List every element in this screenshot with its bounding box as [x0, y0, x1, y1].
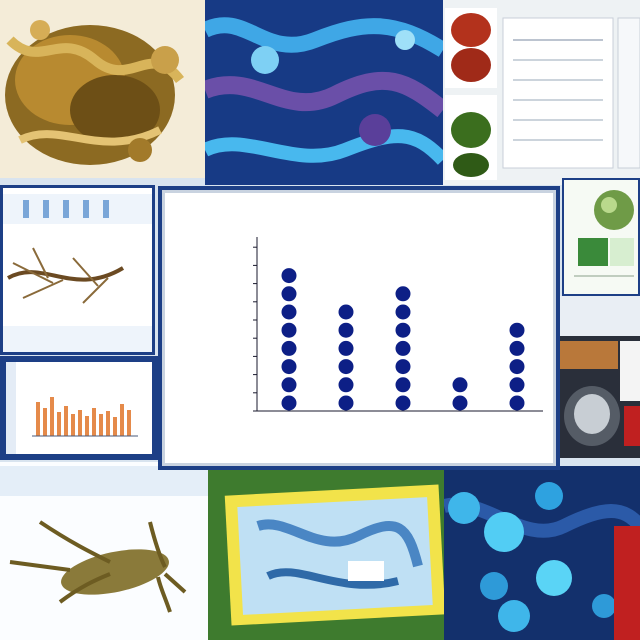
plant-drawing-image — [0, 185, 155, 355]
data-dot — [509, 322, 525, 338]
data-dot — [509, 395, 525, 411]
blue-coral-image — [205, 0, 443, 185]
data-dot — [395, 377, 411, 393]
orange-bar-chart-image — [0, 356, 158, 460]
data-dot — [281, 286, 297, 302]
data-dot — [395, 395, 411, 411]
data-dot — [281, 395, 297, 411]
data-dot — [281, 268, 297, 284]
dot-plot-chart — [162, 190, 556, 466]
blue-bubbles-image — [444, 466, 640, 640]
data-dot — [395, 340, 411, 356]
data-dot — [509, 340, 525, 356]
data-dot — [281, 340, 297, 356]
green-sphere-document-image — [562, 178, 640, 296]
tools-photo-image — [558, 296, 640, 458]
data-dot — [338, 377, 354, 393]
data-dot — [509, 377, 525, 393]
data-dot — [338, 359, 354, 375]
data-dot — [395, 359, 411, 375]
data-dot — [452, 395, 468, 411]
data-dot — [281, 377, 297, 393]
creature-drawing-image — [0, 462, 208, 640]
data-dot — [281, 304, 297, 320]
data-dot — [395, 286, 411, 302]
data-dot — [509, 359, 525, 375]
data-dot — [452, 377, 468, 393]
blue-map-image — [208, 466, 444, 640]
data-dot — [338, 322, 354, 338]
specimen-document-image — [443, 0, 640, 185]
data-dot — [338, 395, 354, 411]
chart-plot-area — [253, 237, 543, 412]
data-dot — [281, 322, 297, 338]
data-dot — [395, 304, 411, 320]
data-dot — [338, 340, 354, 356]
data-dot — [281, 359, 297, 375]
golden-organism-image — [0, 0, 205, 178]
data-dot — [338, 304, 354, 320]
data-dot — [395, 322, 411, 338]
